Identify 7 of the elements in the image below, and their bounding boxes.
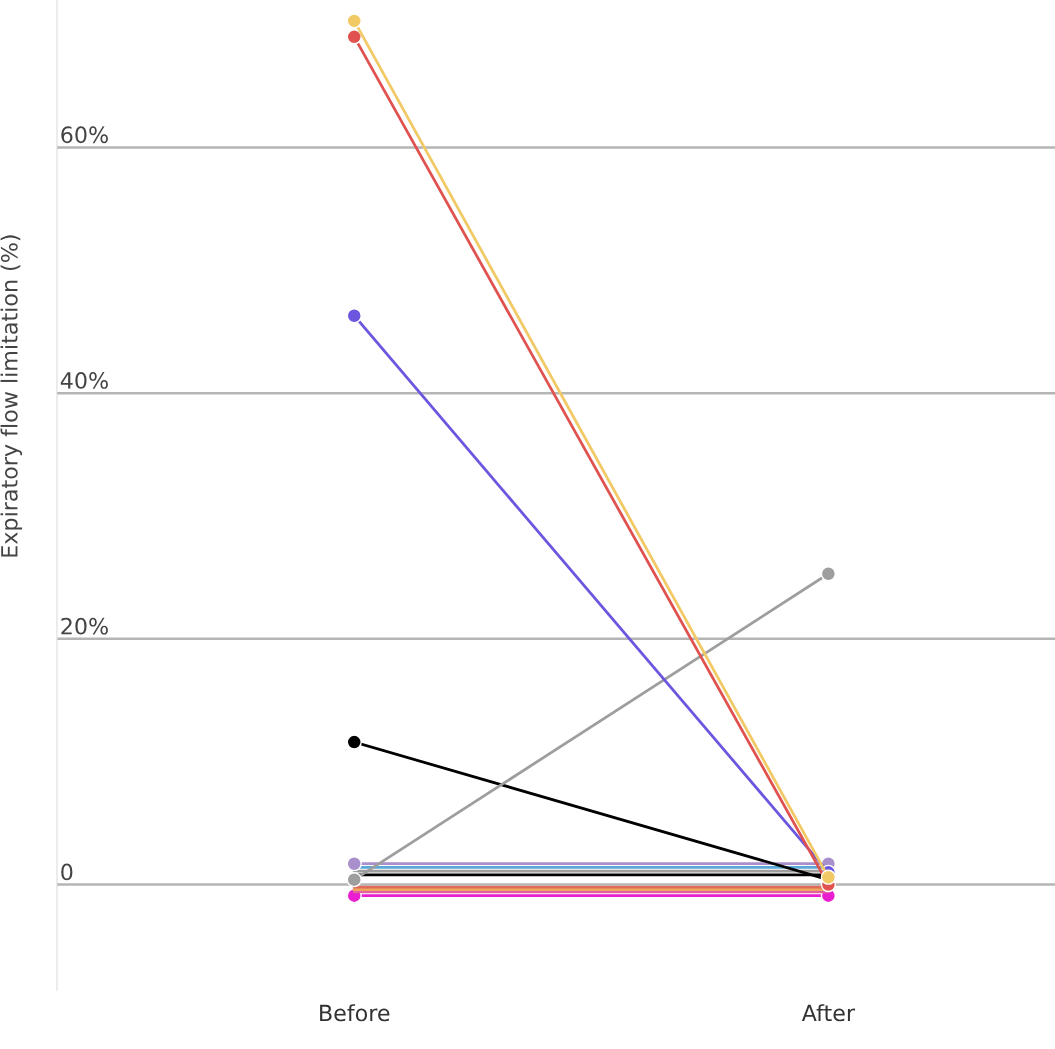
y-tick-label: 40% [60,372,108,389]
y-axis-title: Expiratory flow limitation (%) [0,235,23,557]
y-tick-label: 20% [61,617,108,635]
x-tick-label: Before [320,1004,390,1022]
y-tick-label: 0 [61,863,73,881]
y-tick-label: 60% [61,126,108,144]
x-tick-label: After [801,1004,856,1022]
